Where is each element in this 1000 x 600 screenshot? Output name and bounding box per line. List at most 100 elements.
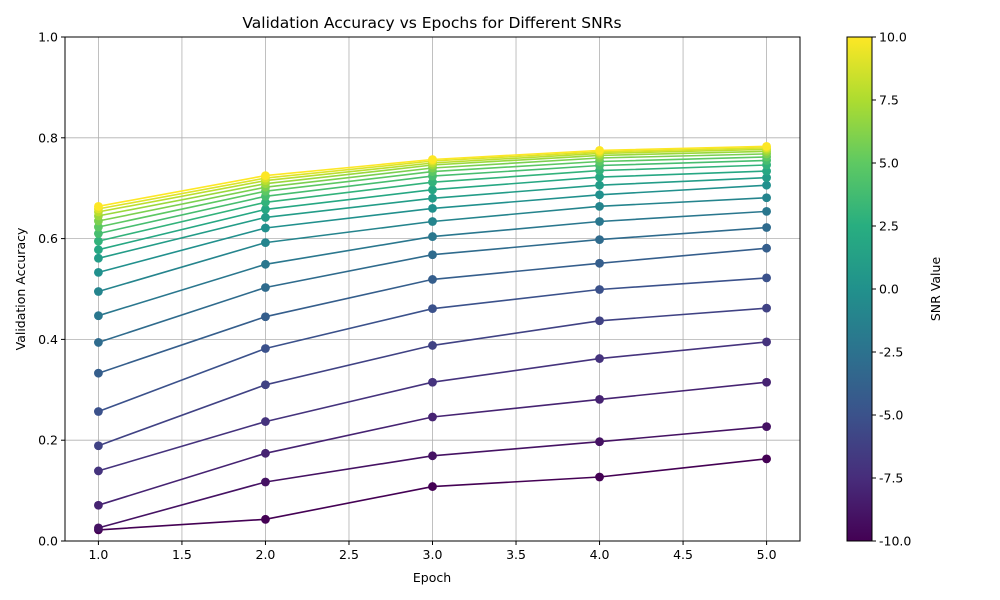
x-tick-label: 2.5 xyxy=(339,547,359,562)
data-point xyxy=(762,454,771,464)
y-tick-label: 0.4 xyxy=(38,332,58,347)
data-point xyxy=(261,204,270,214)
x-axis-label: Epoch xyxy=(413,570,451,585)
colorbar-tick-label: 5.0 xyxy=(879,156,899,171)
data-point xyxy=(94,441,103,451)
data-point xyxy=(762,173,771,183)
series-snr-3 xyxy=(94,160,771,246)
data-point xyxy=(762,166,771,176)
data-point xyxy=(261,514,270,524)
data-point xyxy=(261,223,270,233)
data-point xyxy=(261,259,270,269)
data-point xyxy=(595,146,604,155)
data-point xyxy=(595,316,604,326)
data-point xyxy=(94,222,103,232)
data-point xyxy=(261,213,270,222)
data-point xyxy=(94,407,103,416)
y-tick-label: 0.0 xyxy=(38,534,58,549)
data-point xyxy=(261,197,270,207)
data-point xyxy=(94,500,103,510)
grid xyxy=(65,36,800,542)
data-point xyxy=(762,223,771,232)
data-point xyxy=(94,311,103,321)
data-point xyxy=(261,283,270,292)
colorbar-tick-label: -7.5 xyxy=(879,471,903,486)
x-tick-label: 5.0 xyxy=(757,547,777,562)
data-point xyxy=(762,337,771,347)
colorbar-tick-label: 0.0 xyxy=(879,282,899,297)
x-tick-label: 3.5 xyxy=(506,547,526,562)
data-point xyxy=(428,185,437,195)
colorbar-ticks: -10.0 -7.5 -5.0 -2.5 0.0 2.5 5.0 7.5 10.0 xyxy=(872,30,911,549)
data-point xyxy=(428,275,437,284)
data-point xyxy=(595,172,604,182)
data-point xyxy=(595,180,604,190)
x-axis: 1.0 1.5 2.0 2.5 3.0 3.5 4.0 4.5 5.0 xyxy=(88,541,777,562)
data-point xyxy=(94,253,103,263)
data-point xyxy=(261,477,270,487)
data-point xyxy=(94,466,103,476)
series-snr-2 xyxy=(94,166,771,255)
data-point xyxy=(94,229,103,238)
colorbar-tick-label: 7.5 xyxy=(879,93,899,108)
series-snr-10 xyxy=(94,141,771,211)
colorbar-tick-label: 2.5 xyxy=(879,219,899,234)
data-point xyxy=(94,368,103,378)
data-point xyxy=(428,451,437,461)
series-snr--8 xyxy=(94,377,771,510)
data-point xyxy=(94,245,103,255)
x-tick-label: 2.0 xyxy=(256,547,276,562)
y-tick-label: 0.8 xyxy=(38,130,58,145)
data-point xyxy=(261,344,270,353)
data-point xyxy=(762,377,771,387)
data-point xyxy=(94,236,103,246)
data-point xyxy=(762,243,771,253)
data-point xyxy=(428,203,437,213)
x-tick-label: 1.0 xyxy=(88,547,108,562)
data-point xyxy=(261,448,270,458)
y-tick-label: 0.2 xyxy=(38,433,58,448)
series-snr-0 xyxy=(94,180,771,277)
data-point xyxy=(595,235,604,245)
series-snr--3 xyxy=(94,223,771,347)
series-snr--2 xyxy=(94,206,771,321)
data-point xyxy=(428,177,437,187)
colorbar xyxy=(846,36,873,542)
data-point xyxy=(762,180,771,190)
series-snr--9 xyxy=(94,422,771,533)
colorbar-tick-label: -10.0 xyxy=(879,534,911,549)
x-tick-label: 4.5 xyxy=(673,547,693,562)
colorbar-label: SNR Value xyxy=(928,257,943,322)
data-point xyxy=(428,412,437,422)
series-snr--4 xyxy=(94,243,771,378)
data-point xyxy=(428,304,437,314)
chart-title: Validation Accuracy vs Epochs for Differ… xyxy=(242,14,621,32)
y-tick-label: 0.6 xyxy=(38,231,58,246)
series-snr-1 xyxy=(94,173,771,263)
x-tick-label: 4.0 xyxy=(590,547,610,562)
series-snr--6 xyxy=(94,303,771,451)
x-tick-label: 3.0 xyxy=(423,547,443,562)
data-point xyxy=(595,472,604,482)
data-point xyxy=(94,267,103,277)
data-point xyxy=(595,285,604,294)
colorbar-tick-label: 10.0 xyxy=(879,30,907,45)
data-point xyxy=(762,206,771,216)
series-snr--7 xyxy=(94,337,771,476)
data-point xyxy=(94,201,103,211)
colorbar-tick-label: -2.5 xyxy=(879,345,903,360)
data-point xyxy=(94,338,103,347)
data-point xyxy=(261,380,270,390)
data-point xyxy=(762,303,771,313)
x-tick-label: 1.5 xyxy=(172,547,192,562)
data-point xyxy=(595,190,604,200)
data-point xyxy=(762,273,771,283)
data-point xyxy=(428,341,437,350)
data-point xyxy=(762,193,771,203)
data-point xyxy=(428,155,437,164)
data-point xyxy=(595,394,604,404)
data-point xyxy=(94,287,103,296)
data-point xyxy=(428,250,437,260)
data-point xyxy=(261,171,270,181)
